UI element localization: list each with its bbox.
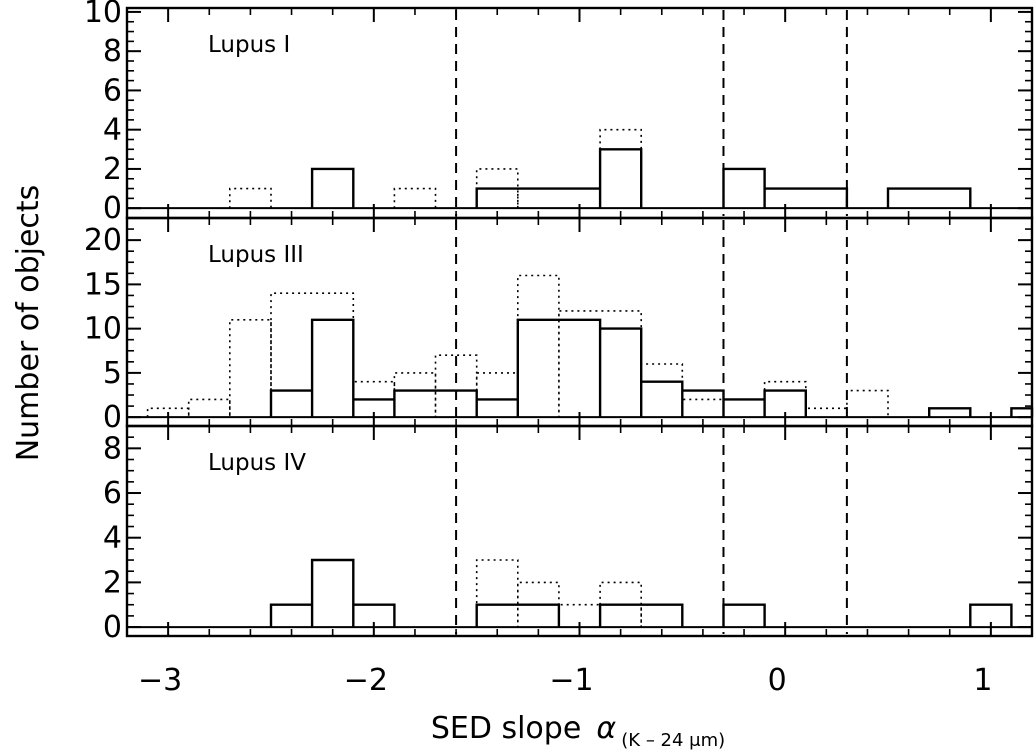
histogram-selected-sources — [269, 318, 1034, 418]
y-tick-label: 0 — [103, 191, 122, 226]
x-axis-label-subscript: (K – 24 μm) — [621, 730, 725, 751]
histogram-selected-sources — [269, 558, 1013, 628]
y-tick-label: 2 — [103, 152, 122, 187]
histogram-selected-sources — [310, 148, 972, 209]
panel-title-lupus1: Lupus I — [208, 32, 290, 58]
y-axis-label: Number of objects — [11, 185, 46, 462]
y-tick-label: 2 — [103, 565, 122, 600]
y-tick-label: 0 — [103, 610, 122, 645]
histogram-all-sources — [146, 274, 1033, 418]
y-tick-label: 10 — [84, 0, 122, 30]
y-tick-label: 15 — [84, 267, 122, 302]
y-tick-label: 10 — [84, 312, 122, 347]
y-tick-label: 20 — [84, 223, 122, 258]
y-tick-label: 0 — [103, 400, 122, 435]
x-tick-label: 1 — [973, 663, 992, 698]
y-tick-label: 8 — [103, 34, 122, 69]
x-axis-label: SED slope α (K – 24 μm) — [431, 711, 725, 751]
panel-lupus4: 0 2 4 6 8 Lupus IV — [103, 424, 1034, 645]
x-tick-label: 0 — [768, 663, 787, 698]
x-tick-label: −2 — [344, 663, 388, 698]
x-tick-label: −3 — [138, 663, 182, 698]
panel-title-lupus4: Lupus IV — [208, 450, 306, 476]
y-tick-label: 6 — [103, 73, 122, 108]
panel-title-lupus3: Lupus III — [208, 242, 304, 268]
panel-lupus3: 0 5 10 15 20 Lupus III — [84, 216, 1034, 435]
x-axis-label-symbol: α — [596, 711, 616, 746]
y-tick-label: 5 — [103, 356, 122, 391]
panel-lupus1: 0 2 4 6 8 10 Lupus I — [84, 0, 1034, 226]
y-tick-label: 8 — [103, 431, 122, 466]
x-tick-label: −1 — [549, 663, 593, 698]
histogram-all-sources — [270, 559, 1013, 628]
y-tick-label: 4 — [103, 113, 122, 148]
panel-frame — [125, 424, 1034, 638]
y-tick-label: 4 — [103, 521, 122, 556]
x-axis-label-text: SED slope — [431, 711, 581, 746]
y-tick-label: 6 — [103, 476, 122, 511]
